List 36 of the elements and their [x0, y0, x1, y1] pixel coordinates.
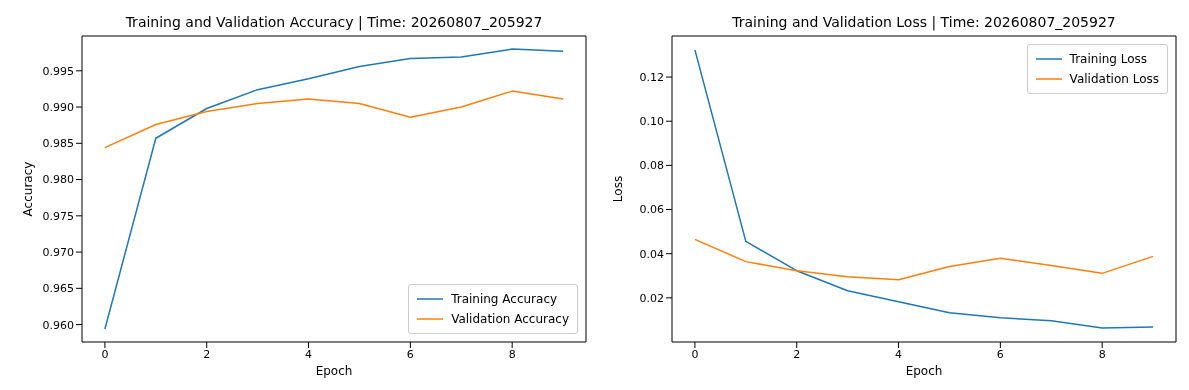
legend-label: Training Accuracy [451, 291, 558, 308]
y-tick-label: 0.975 [42, 209, 74, 223]
x-tick-label: 4 [305, 347, 313, 361]
x-tick-label: 6 [996, 347, 1004, 361]
y-tick-label: 0.06 [639, 203, 664, 217]
x-tick-label: 8 [1098, 347, 1106, 361]
x-axis-title: Epoch [314, 364, 354, 378]
y-tick-label: 0.960 [42, 318, 74, 332]
chart-title: Training and Validation Loss | Time: 20260807_205927 [731, 14, 1117, 30]
line-series [104, 90, 564, 149]
x-tick-label: 4 [895, 347, 903, 361]
legend-label: Validation Loss [1069, 71, 1159, 88]
y-tick-label: 0.04 [639, 247, 664, 261]
y-axis-title: Accuracy [21, 161, 35, 217]
x-tick-label: 2 [793, 347, 801, 361]
x-tick-label: 0 [691, 347, 699, 361]
legend-label: Validation Accuracy [451, 311, 569, 328]
y-tick-label: 0.970 [42, 245, 74, 259]
chart-title: Training and Validation Accuracy | Time: 20260807_205927 [124, 14, 544, 30]
legend-label: Training Loss [1069, 51, 1148, 68]
y-tick-label: 0.995 [42, 64, 74, 78]
x-tick-label: 2 [203, 347, 211, 361]
y-tick-label: 0.12 [639, 70, 664, 84]
y-tick-label: 0.965 [42, 282, 74, 296]
x-tick-label: 8 [508, 347, 516, 361]
line-series [694, 238, 1154, 281]
x-axis-title: Epoch [904, 364, 944, 378]
y-tick-label: 0.08 [639, 159, 664, 173]
x-tick-label: 6 [406, 347, 414, 361]
y-tick-label: 0.990 [42, 100, 74, 114]
x-tick-label: 0 [101, 347, 109, 361]
y-axis-title: Loss [611, 175, 625, 203]
y-tick-label: 0.10 [639, 115, 664, 129]
y-tick-label: 0.02 [639, 291, 664, 305]
y-tick-label: 0.980 [42, 173, 74, 187]
y-tick-label: 0.985 [42, 137, 74, 151]
